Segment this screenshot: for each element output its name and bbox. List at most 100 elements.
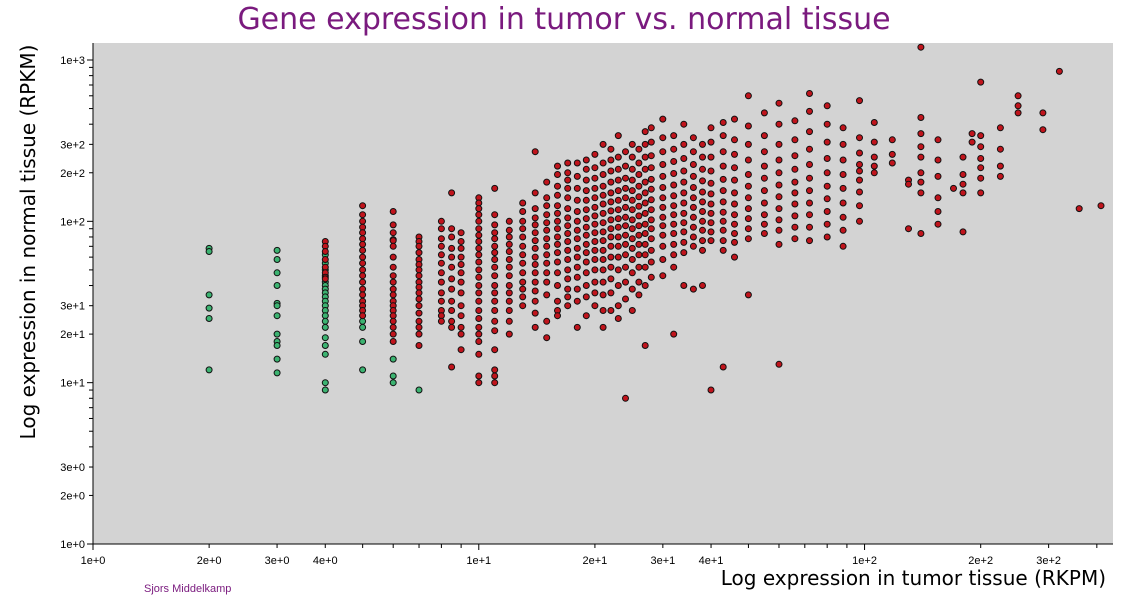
data-point xyxy=(448,244,456,252)
data-point xyxy=(670,170,678,177)
data-point xyxy=(389,229,397,237)
data-point xyxy=(707,228,715,236)
data-point xyxy=(599,200,607,208)
data-point xyxy=(554,233,561,241)
data-point xyxy=(628,176,636,184)
data-point xyxy=(491,211,499,219)
data-point xyxy=(543,251,551,259)
data-point xyxy=(457,312,465,320)
data-point xyxy=(760,132,768,140)
data-point xyxy=(591,229,599,237)
data-point xyxy=(599,182,607,190)
data-point xyxy=(457,346,465,354)
data-point xyxy=(437,269,445,277)
data-point xyxy=(475,330,483,338)
data-point xyxy=(415,330,423,338)
data-point xyxy=(475,307,483,314)
data-point xyxy=(599,237,607,245)
data-point xyxy=(731,115,738,123)
data-point xyxy=(519,259,527,267)
data-point xyxy=(699,237,706,245)
data-point xyxy=(905,225,912,233)
y-tick-label: 3e+0 xyxy=(60,462,85,474)
data-point xyxy=(543,291,551,299)
data-point xyxy=(744,235,752,243)
data-point xyxy=(273,302,281,310)
data-point xyxy=(670,158,678,165)
data-point xyxy=(614,196,622,204)
x-tick-label: 3e+0 xyxy=(265,555,290,567)
data-point xyxy=(607,189,615,197)
y-tick-label: 1e+0 xyxy=(60,539,85,551)
data-point xyxy=(359,253,367,261)
data-point xyxy=(607,178,615,186)
data-point xyxy=(791,212,799,220)
data-point xyxy=(273,246,281,254)
data-point xyxy=(614,215,622,223)
data-point xyxy=(491,327,499,335)
data-point xyxy=(719,198,727,206)
data-point xyxy=(917,189,925,197)
data-point xyxy=(959,153,967,161)
data-point xyxy=(680,249,688,257)
data-point xyxy=(389,242,397,250)
data-point xyxy=(519,208,527,215)
data-point xyxy=(917,153,925,161)
data-point xyxy=(505,330,513,338)
y-tick-label: 2e+2 xyxy=(60,168,85,180)
data-point xyxy=(791,136,799,144)
data-point xyxy=(1014,102,1022,110)
data-point xyxy=(791,152,799,160)
data-point xyxy=(491,249,499,257)
data-point xyxy=(719,175,727,183)
data-point xyxy=(635,231,643,239)
data-point xyxy=(614,206,622,214)
data-point xyxy=(731,230,738,237)
data-point xyxy=(599,323,607,331)
data-point xyxy=(359,266,367,274)
data-point xyxy=(519,251,527,259)
data-point xyxy=(591,203,599,211)
data-point xyxy=(519,302,527,310)
data-point xyxy=(628,153,636,161)
data-point xyxy=(888,150,896,158)
data-point xyxy=(775,205,783,213)
data-point xyxy=(641,282,649,289)
data-point xyxy=(719,363,727,371)
data-point xyxy=(599,307,607,314)
data-point xyxy=(607,289,615,297)
data-point xyxy=(554,191,561,199)
data-point xyxy=(731,220,738,228)
data-point xyxy=(731,150,738,158)
data-point xyxy=(321,248,329,255)
data-point xyxy=(670,192,678,200)
data-point xyxy=(359,272,367,280)
data-point xyxy=(543,211,551,219)
data-point xyxy=(389,291,397,299)
data-point xyxy=(321,386,329,394)
data-point xyxy=(699,246,706,254)
data-point xyxy=(959,171,967,178)
data-point xyxy=(505,317,513,325)
data-point xyxy=(680,178,688,186)
data-point xyxy=(607,307,615,314)
data-point xyxy=(475,338,483,345)
data-point xyxy=(491,263,499,271)
data-point xyxy=(591,212,599,220)
data-point xyxy=(505,272,513,280)
data-point xyxy=(641,140,649,148)
data-point xyxy=(934,172,942,180)
data-point xyxy=(564,275,572,283)
data-point xyxy=(573,323,581,331)
data-point xyxy=(707,190,715,198)
data-point xyxy=(622,263,629,271)
data-point xyxy=(564,194,572,202)
x-tick-label: 4e+0 xyxy=(313,555,338,567)
data-point xyxy=(775,240,783,248)
data-point xyxy=(591,278,599,286)
data-point xyxy=(707,219,715,227)
data-point xyxy=(670,202,678,210)
data-point xyxy=(823,233,831,241)
data-point xyxy=(641,153,649,161)
data-point xyxy=(475,323,483,331)
